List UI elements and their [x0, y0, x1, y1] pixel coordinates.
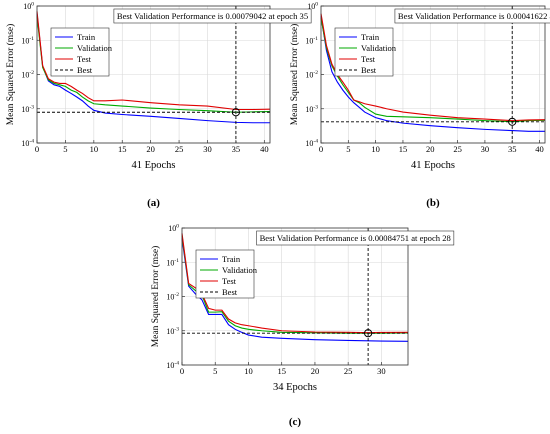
y-tick-label: 10-1: [166, 258, 179, 268]
x-tick-label: 30: [203, 144, 212, 154]
x-tick-label: 20: [311, 366, 320, 376]
chart-title-frame: [256, 230, 455, 246]
legend-label: Test: [77, 54, 92, 64]
x-tick-label: 30: [481, 144, 490, 154]
x-tick-label: 40: [535, 144, 544, 154]
legend-label: Train: [77, 32, 96, 42]
legend-frame: [195, 249, 255, 299]
best-point-marker: [508, 117, 517, 126]
legend-label: Best: [222, 287, 238, 297]
y-tick-label: 10-4: [166, 361, 179, 371]
legend-label: Best: [361, 65, 377, 75]
x-tick-label: 15: [118, 144, 127, 154]
chart-panel-1: 0 5 10 15 20 25 30 35 40 10-4 10-3 10-2 10-1 100 Best …: [5, 2, 312, 209]
legend-label: Train: [222, 254, 241, 264]
panel-label: (a): [147, 197, 160, 209]
y-tick-label: 10-1: [21, 36, 34, 46]
x-axis-label: 41 Epochs: [411, 160, 455, 171]
x-tick-label: 30: [377, 366, 386, 376]
x-tick-label: 10: [371, 144, 380, 154]
x-tick-label: 5: [213, 366, 217, 376]
x-axis-label: 41 Epochs: [131, 160, 175, 171]
chart-title: Best Validation Performance is 0.0008475…: [260, 233, 451, 243]
chart-title: Best Validation Performance is 0.0007904…: [117, 11, 308, 21]
legend-label: Best: [77, 65, 93, 75]
series-line-train: [320, 16, 545, 132]
legend-frame: [50, 27, 110, 77]
x-tick-label: 25: [344, 366, 353, 376]
series-line-train: [36, 13, 270, 124]
x-tick-label: 5: [63, 144, 67, 154]
x-tick-label: 25: [453, 144, 462, 154]
x-tick-labels: 0 5 10 15 20 25 30 35 40: [35, 140, 269, 154]
x-tick-label: 0: [180, 366, 184, 376]
y-tick-label: 10-3: [166, 326, 179, 336]
y-tick-label: 10-2: [166, 292, 179, 302]
chart-panel-3: 0 5 10 15 20 25 30 10-4 10-3 10-2 10-1 100 Best Vali…: [150, 224, 455, 428]
legend-label: Test: [222, 276, 237, 286]
x-tick-labels: 0 5 10 15 20 25 30: [180, 362, 386, 376]
x-tick-label: 0: [35, 144, 39, 154]
y-tick-label: 100: [168, 224, 179, 234]
x-tick-label: 0: [319, 144, 323, 154]
x-axis-label: 34 Epochs: [273, 382, 317, 393]
best-point-marker: [231, 108, 241, 117]
x-tick-label: 40: [260, 144, 269, 154]
chart-title-frame: [394, 8, 550, 24]
legend-label: Validation: [361, 43, 397, 53]
legend-label: Test: [361, 54, 376, 64]
y-tick-labels: 10-4 10-3 10-2 10-1 100: [21, 2, 40, 149]
series-line-test: [36, 11, 271, 111]
y-axis-label: Mean Squared Error (mse): [5, 24, 16, 126]
legend-label: Validation: [77, 43, 113, 53]
series-line-train: [181, 238, 409, 342]
x-tick-label: 35: [232, 144, 241, 154]
legend-label: Validation: [222, 265, 258, 275]
y-tick-label: 10-3: [305, 104, 318, 114]
x-tick-label: 20: [426, 144, 435, 154]
x-tick-label: 15: [399, 144, 408, 154]
y-tick-labels: 10-4 10-3 10-2 10-1 100: [166, 224, 185, 371]
x-tick-labels: 0 5 10 15 20 25 30 35 40: [319, 140, 544, 154]
y-axis-label: Mean Squared Error (mse): [289, 24, 300, 126]
chart-title-frame: [113, 8, 312, 24]
x-tick-label: 15: [277, 366, 286, 376]
y-tick-label: 10-4: [21, 139, 34, 149]
chart-title-box: Best Validation Performance is 0.0004162…: [394, 8, 550, 24]
legend-frame: [334, 27, 394, 77]
series-group: [36, 11, 271, 124]
chart-title: Best Validation Performance is 0.0004162…: [398, 11, 550, 21]
legend-label: Train: [361, 32, 380, 42]
best-point-marker: [364, 329, 373, 338]
y-tick-label: 10-4: [305, 139, 318, 149]
y-tick-label: 100: [307, 2, 318, 12]
y-tick-labels: 10-4 10-3 10-2 10-1 100: [305, 2, 324, 149]
chart-panel-2: 0 5 10 15 20 25 30 35 40 10-4 10-3 10-2 10-1 100 Best …: [289, 2, 550, 209]
x-tick-label: 10: [244, 366, 253, 376]
y-axis-label: Mean Squared Error (mse): [150, 246, 161, 348]
y-tick-label: 10-2: [305, 70, 318, 80]
panel-label: (b): [426, 197, 440, 209]
x-tick-label: 25: [175, 144, 184, 154]
x-tick-label: 35: [508, 144, 517, 154]
x-tick-label: 5: [346, 144, 350, 154]
chart-title-box: Best Validation Performance is 0.0007904…: [113, 8, 312, 24]
chart-title-box: Best Validation Performance is 0.0008475…: [256, 230, 455, 246]
y-tick-label: 100: [23, 2, 34, 12]
panel-label: (c): [289, 416, 302, 428]
y-tick-label: 10-3: [21, 104, 34, 114]
x-tick-label: 10: [90, 144, 99, 154]
y-tick-label: 10-1: [305, 36, 318, 46]
y-tick-label: 10-2: [21, 70, 34, 80]
x-tick-label: 20: [146, 144, 155, 154]
series-line-validation: [36, 16, 271, 113]
